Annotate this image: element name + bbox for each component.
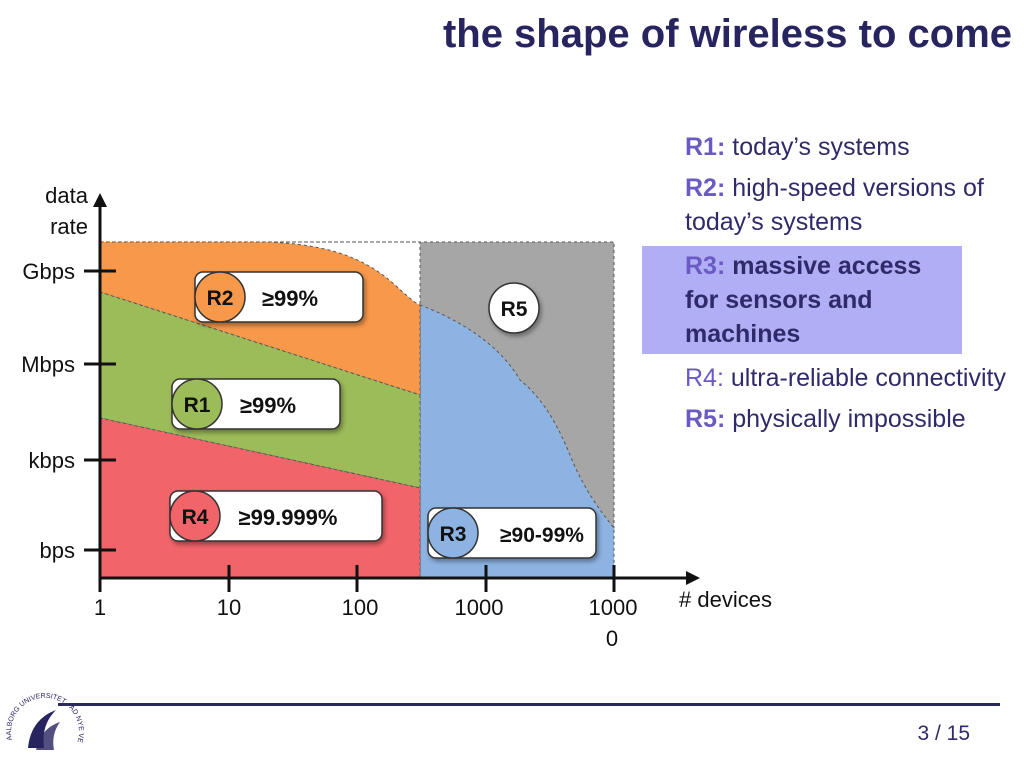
badge-r5-circle <box>488 282 540 334</box>
badge-r3: R3 ≥90-99% <box>427 507 597 559</box>
legend-item-r1: R1: today’s systems <box>685 130 1015 164</box>
x-axis-label: # devices <box>679 587 772 612</box>
badge-r3-circle <box>427 507 479 559</box>
legend-text-r4: ultra-reliable connectivity <box>730 364 1006 392</box>
badge-r1-label: R1 <box>184 394 211 417</box>
x-tick-label-1: 1 <box>94 595 106 620</box>
page-number: 3 / 15 <box>917 722 970 745</box>
badge-r1-circle <box>171 378 223 430</box>
legend-key-r5: R5: <box>685 405 726 433</box>
badge-r2-label: R2 <box>207 287 234 310</box>
badge-r4-reliability: ≥99.999% <box>239 505 338 530</box>
x-tick-label-100: 100 <box>342 595 379 620</box>
y-axis-arrowhead <box>93 193 107 207</box>
region-legend: R1: today’s systems R2: high-speed versi… <box>642 130 1015 443</box>
badge-r4-circle <box>169 490 221 542</box>
y-axis-label-line-2: rate <box>50 214 88 239</box>
badge-r4: R4 ≥99.999% <box>169 490 383 542</box>
legend-key-r3: R3: <box>685 252 726 280</box>
legend-item-r3: R3: massive access for sensors and machi… <box>642 246 962 354</box>
badge-r1-reliability: ≥99% <box>240 393 296 418</box>
badge-r5-label: R5 <box>501 298 528 321</box>
logo-wave-mark <box>28 710 56 748</box>
legend-item-r4: R4: ultra-reliable connectivity <box>685 361 1015 395</box>
y-axis-label-line-1: data <box>45 183 89 208</box>
x-tick-label-10: 10 <box>217 595 241 620</box>
legend-key-r4: R4: <box>685 364 724 392</box>
x-tick-label-10000-line-1: 1000 <box>589 595 638 620</box>
legend-key-r1: R1: <box>685 133 726 161</box>
y-tick-label-bps: bps <box>40 538 75 563</box>
legend-item-r5: R5: physically impossible <box>685 402 1015 436</box>
y-tick-label-gbps: Gbps <box>22 259 75 284</box>
badge-r3-label: R3 <box>440 523 467 546</box>
footer-divider <box>58 703 1000 706</box>
legend-item-r2: R2: high-speed versions of today’s syste… <box>685 171 1015 239</box>
badge-r1: R1 ≥99% <box>171 378 341 430</box>
y-tick-label-mbps: Mbps <box>21 352 75 377</box>
x-tick-label-10000-line-2: 0 <box>606 626 618 651</box>
x-axis-arrowhead <box>686 571 700 585</box>
y-tick-label-kbps: kbps <box>29 448 75 473</box>
badge-r2-reliability: ≥99% <box>262 286 318 311</box>
badge-r5: R5 <box>488 282 540 334</box>
legend-text-r3: massive access for sensors and machines <box>685 252 922 348</box>
legend-text-r1: today’s systems <box>732 133 910 161</box>
x-tick-label-1000: 1000 <box>455 595 504 620</box>
slide-title: the shape of wireless to come <box>442 12 1012 56</box>
badge-r3-reliability: ≥90-99% <box>500 524 584 547</box>
legend-text-r5: physically impossible <box>732 405 966 433</box>
legend-text-r2: high-speed versions of today’s systems <box>685 174 984 236</box>
aalborg-university-logo: AALBORG UNIVERSITET · AD NYE VEJE <box>0 678 84 750</box>
legend-key-r2: R2: <box>685 174 726 202</box>
badge-r2-circle <box>194 271 246 323</box>
badge-r4-label: R4 <box>182 506 209 529</box>
badge-r2: R2 ≥99% <box>194 271 364 323</box>
